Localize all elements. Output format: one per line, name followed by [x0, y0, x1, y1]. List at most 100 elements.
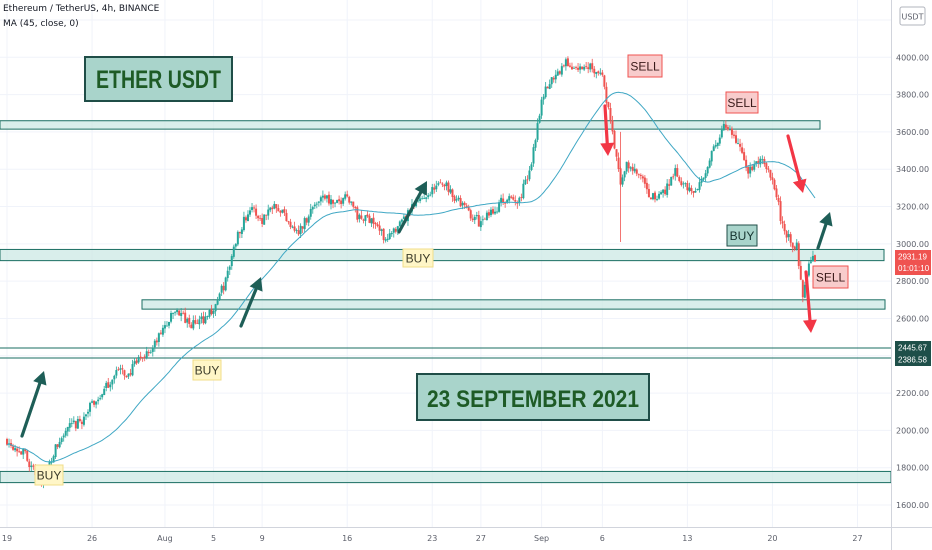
candle-body — [579, 66, 582, 70]
candle-body — [615, 149, 618, 157]
candle-body — [216, 300, 219, 305]
candle-body — [617, 157, 620, 169]
candle-body — [174, 312, 177, 314]
candle-body — [398, 221, 401, 227]
candle-body — [103, 388, 106, 396]
buy-label-2[interactable]: BUY — [192, 359, 222, 381]
time-axis[interactable]: 19 26 Aug 5 9 16 23 27 Sep 6 13 20 27 — [0, 527, 932, 544]
candle-body — [163, 325, 166, 329]
candle-body — [374, 223, 377, 225]
candle-body — [730, 128, 733, 135]
candle-body — [24, 449, 27, 452]
down-arrow-3-head — [802, 319, 817, 333]
candle-body — [323, 195, 326, 199]
buy-label-3[interactable]: BUY — [402, 248, 434, 268]
candle-body — [139, 356, 142, 358]
candle-body — [431, 187, 434, 195]
candle-body — [741, 147, 744, 153]
candle-body — [321, 195, 324, 198]
candle-body — [366, 214, 369, 217]
candle-body — [218, 293, 221, 300]
candle-body — [123, 370, 126, 376]
candle-body — [198, 319, 201, 325]
up-arrow-3-head — [414, 181, 427, 196]
candle-body — [135, 360, 138, 364]
candle-body — [639, 174, 642, 176]
candle-body — [554, 74, 557, 80]
candle-body — [149, 351, 152, 353]
candle-body — [445, 182, 448, 186]
candle-body — [153, 340, 156, 348]
candle-body — [656, 199, 659, 200]
candle-body — [54, 444, 57, 458]
candle-body — [129, 373, 132, 375]
candle-body — [694, 190, 697, 193]
candle-body — [127, 373, 130, 377]
candle-body — [498, 202, 501, 212]
sell-label-1-text: SELL — [630, 60, 660, 74]
candle-body — [230, 256, 233, 267]
candle-body — [475, 215, 478, 217]
level-tag-1-value: 2445.67 — [898, 344, 927, 353]
down-arrow-3 — [802, 270, 817, 333]
candle-body — [753, 163, 756, 170]
candle-body — [479, 221, 482, 228]
candle-body — [698, 182, 701, 190]
chart-title: ETHER USDT — [84, 56, 233, 102]
candle-body — [664, 189, 667, 195]
candle-body — [89, 402, 92, 412]
indicator-header[interactable]: MA (45, close, 0) — [3, 19, 79, 29]
candle-body — [680, 181, 683, 186]
candle-body — [319, 197, 322, 202]
candle-body — [443, 184, 446, 187]
candle-body — [710, 150, 713, 162]
up-arrow-3-shaft — [397, 190, 423, 234]
candle-body — [781, 221, 784, 224]
candle-body — [437, 183, 440, 185]
time-tick-label: 16 — [342, 534, 352, 543]
up-arrow-4 — [816, 212, 833, 250]
candle-body — [384, 239, 387, 241]
candle-body — [364, 215, 367, 221]
buy-label-3-box — [402, 248, 434, 268]
candle-body — [773, 179, 776, 190]
candle-body — [287, 221, 290, 223]
candle-body — [249, 210, 251, 215]
candle-body — [267, 209, 270, 216]
candle-body — [28, 461, 31, 468]
candle-body — [573, 67, 575, 69]
candle-body — [455, 199, 458, 201]
sell-label-3[interactable]: SELL — [812, 265, 849, 289]
candle-body — [487, 212, 490, 216]
candle-body — [611, 120, 614, 132]
candle-body — [380, 229, 383, 231]
candle-body — [546, 86, 549, 89]
candle-body — [775, 188, 778, 198]
symbol-header[interactable]: Ethereum / TetherUS, 4h, BINANCE — [3, 4, 160, 14]
candle-body — [72, 420, 75, 423]
candle-body — [483, 218, 486, 220]
candle-body — [87, 411, 89, 414]
candle-body — [532, 147, 535, 164]
buy-label-4[interactable]: BUY — [726, 224, 758, 247]
sell-label-2[interactable]: SELL — [725, 91, 759, 114]
currency-badge[interactable]: USDT — [899, 6, 926, 26]
candle-body — [536, 123, 539, 140]
candle-body — [184, 312, 187, 323]
candle-body — [70, 422, 73, 424]
candle-body — [76, 418, 79, 429]
candle-body — [402, 216, 405, 219]
sell-label-1[interactable]: SELL — [627, 54, 663, 78]
last-price-tag: 2931.19 01:01:10 — [895, 250, 931, 275]
time-tick-label: 5 — [211, 534, 216, 543]
candle-body — [145, 351, 148, 359]
annotation-labels[interactable]: BUY BUY BUY BUY SELL SELL SELL — [34, 54, 849, 486]
candle-body — [105, 382, 108, 389]
candle-body — [30, 465, 33, 468]
candle-body — [378, 225, 381, 231]
candle-body — [350, 201, 353, 203]
candle-body — [348, 196, 351, 203]
candle-body — [269, 207, 272, 211]
buy-label-1[interactable]: BUY — [34, 464, 64, 486]
